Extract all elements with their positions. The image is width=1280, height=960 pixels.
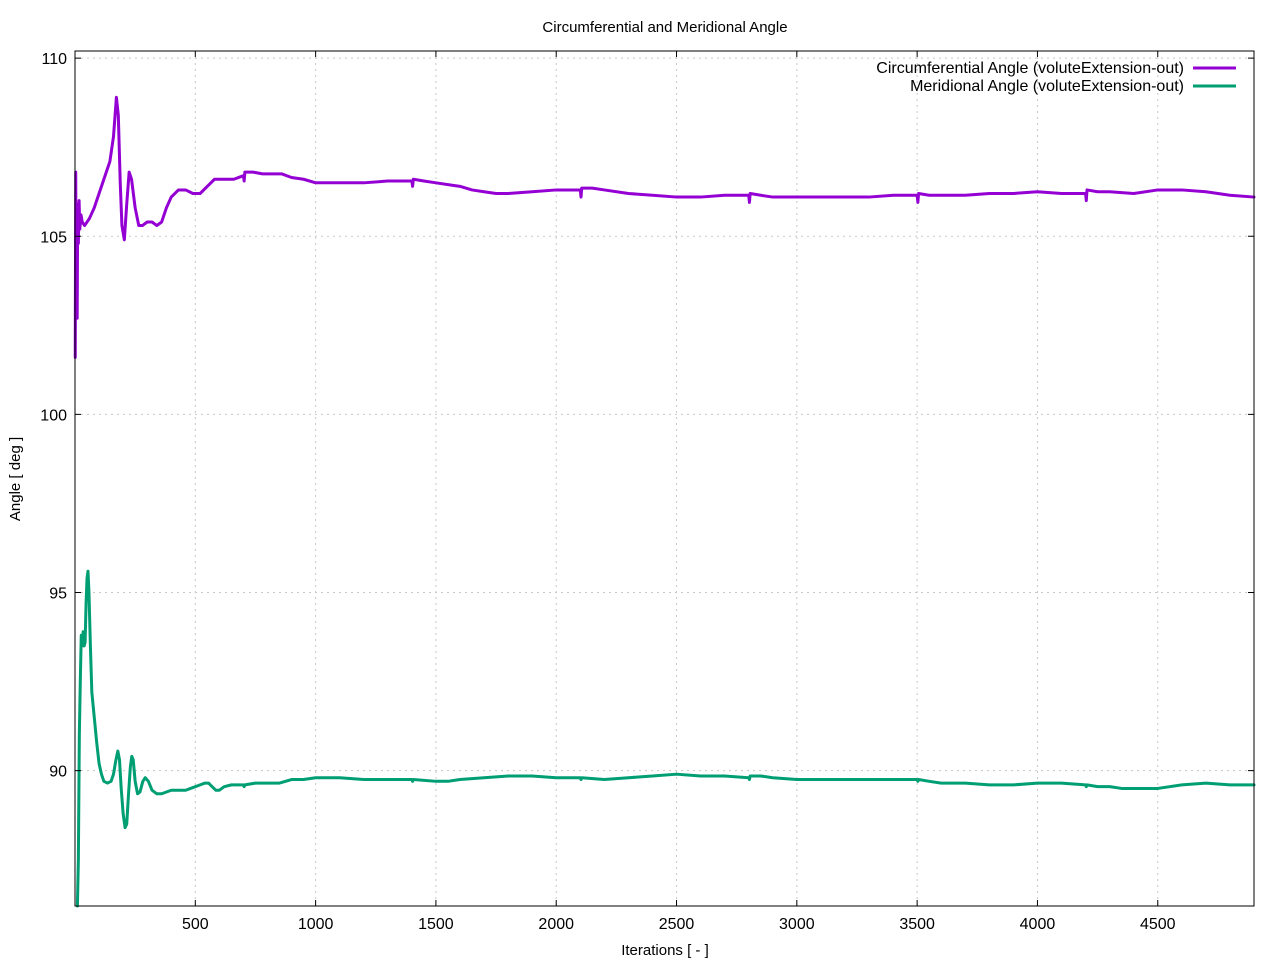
- x-tick-label: 1500: [418, 916, 454, 933]
- x-tick-label: 2000: [538, 916, 574, 933]
- y-tick-label: 105: [40, 229, 67, 246]
- series-line-1: [73, 95, 1256, 359]
- legend-label-1: Circumferential Angle (voluteExtension-o…: [876, 60, 1184, 77]
- x-tick-label: 1000: [298, 916, 334, 933]
- series-line-2: [75, 569, 1256, 908]
- grid: [75, 51, 1254, 906]
- y-tick-label: 110: [41, 51, 67, 68]
- x-tick-label: 3500: [899, 916, 935, 933]
- x-tick-label: 3000: [779, 916, 815, 933]
- y-tick-label: 90: [49, 764, 67, 781]
- series-lines: [73, 95, 1256, 908]
- x-tick-label: 500: [182, 916, 209, 933]
- chart-title: Circumferential and Meridional Angle: [542, 19, 787, 36]
- x-tick-labels: 500 1000 1500 2000 2500 3000 3500 4000 4500: [182, 916, 1176, 933]
- x-tick-label: 2500: [659, 916, 695, 933]
- x-tick-label: 4500: [1140, 916, 1176, 933]
- y-axis-label: Angle [ deg ]: [7, 437, 24, 521]
- legend-label-2: Meridional Angle (voluteExtension-out): [910, 78, 1184, 95]
- legend: Circumferential Angle (voluteExtension-o…: [876, 60, 1236, 95]
- plot-frame: [74, 50, 1255, 907]
- axis-ticks: [75, 51, 1254, 906]
- y-tick-labels: 90 95 100 105 110: [40, 51, 67, 781]
- y-tick-label: 95: [49, 586, 67, 603]
- x-tick-label: 4000: [1020, 916, 1056, 933]
- x-axis-label: Iterations [ - ]: [621, 942, 709, 959]
- y-tick-label: 100: [40, 407, 67, 424]
